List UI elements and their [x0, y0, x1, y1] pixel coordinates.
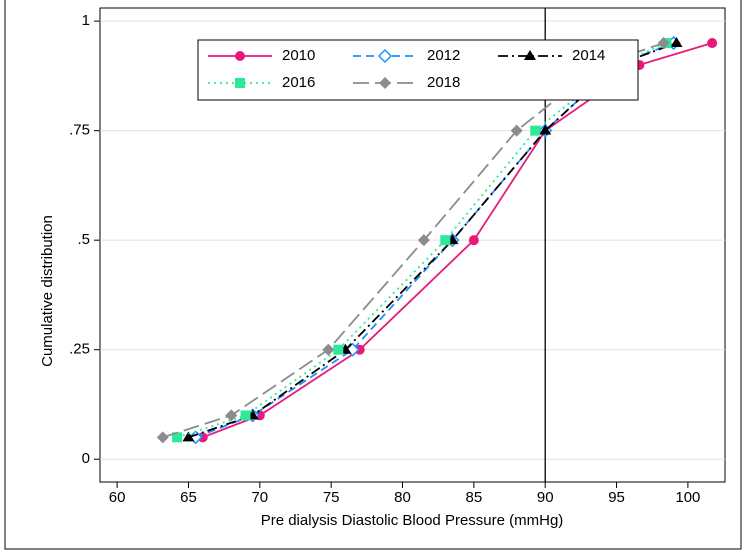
x-tick-label: 90	[537, 489, 554, 506]
x-tick-label: 80	[394, 489, 411, 506]
point	[156, 431, 169, 444]
point	[225, 409, 238, 422]
legend-label: 2014	[572, 47, 605, 64]
point	[182, 431, 195, 442]
point	[440, 235, 451, 246]
y-tick-label: 0	[82, 450, 90, 467]
point	[707, 38, 718, 49]
y-tick-label: 1	[82, 12, 90, 29]
legend-marker	[379, 77, 391, 89]
point	[240, 410, 251, 421]
y-axis-label: Cumulative distribution	[39, 215, 56, 367]
point	[172, 432, 183, 443]
legend-label: 2010	[282, 47, 315, 64]
point	[657, 37, 670, 50]
x-tick-label: 100	[675, 489, 700, 506]
legend-box	[197, 39, 639, 101]
legend-marker	[235, 51, 245, 61]
y-tick-label: .25	[69, 341, 90, 358]
x-tick-label: 65	[180, 489, 197, 506]
x-tick-label: 70	[251, 489, 268, 506]
legend-marker	[524, 50, 536, 60]
y-tick-label: .75	[69, 122, 90, 139]
point	[322, 343, 335, 356]
point	[417, 234, 430, 247]
x-tick-label: 60	[109, 489, 126, 506]
point	[468, 235, 479, 246]
legend-marker	[235, 78, 245, 88]
legend-label: 2012	[427, 47, 460, 64]
legend-label: 2018	[427, 74, 460, 91]
point	[510, 124, 523, 137]
x-tick-label: 95	[608, 489, 625, 506]
point	[670, 37, 683, 48]
x-tick-label: 85	[466, 489, 483, 506]
legend-label: 2016	[282, 74, 315, 91]
point	[354, 344, 365, 355]
point	[530, 125, 541, 136]
point	[333, 344, 344, 355]
y-tick-label: .5	[77, 231, 90, 248]
legend-marker	[377, 48, 393, 64]
figure-frame	[4, 0, 742, 550]
point	[539, 124, 552, 135]
x-tick-label: 75	[323, 489, 340, 506]
x-axis-label: Pre dialysis Diastolic Blood Pressure (m…	[261, 512, 564, 529]
